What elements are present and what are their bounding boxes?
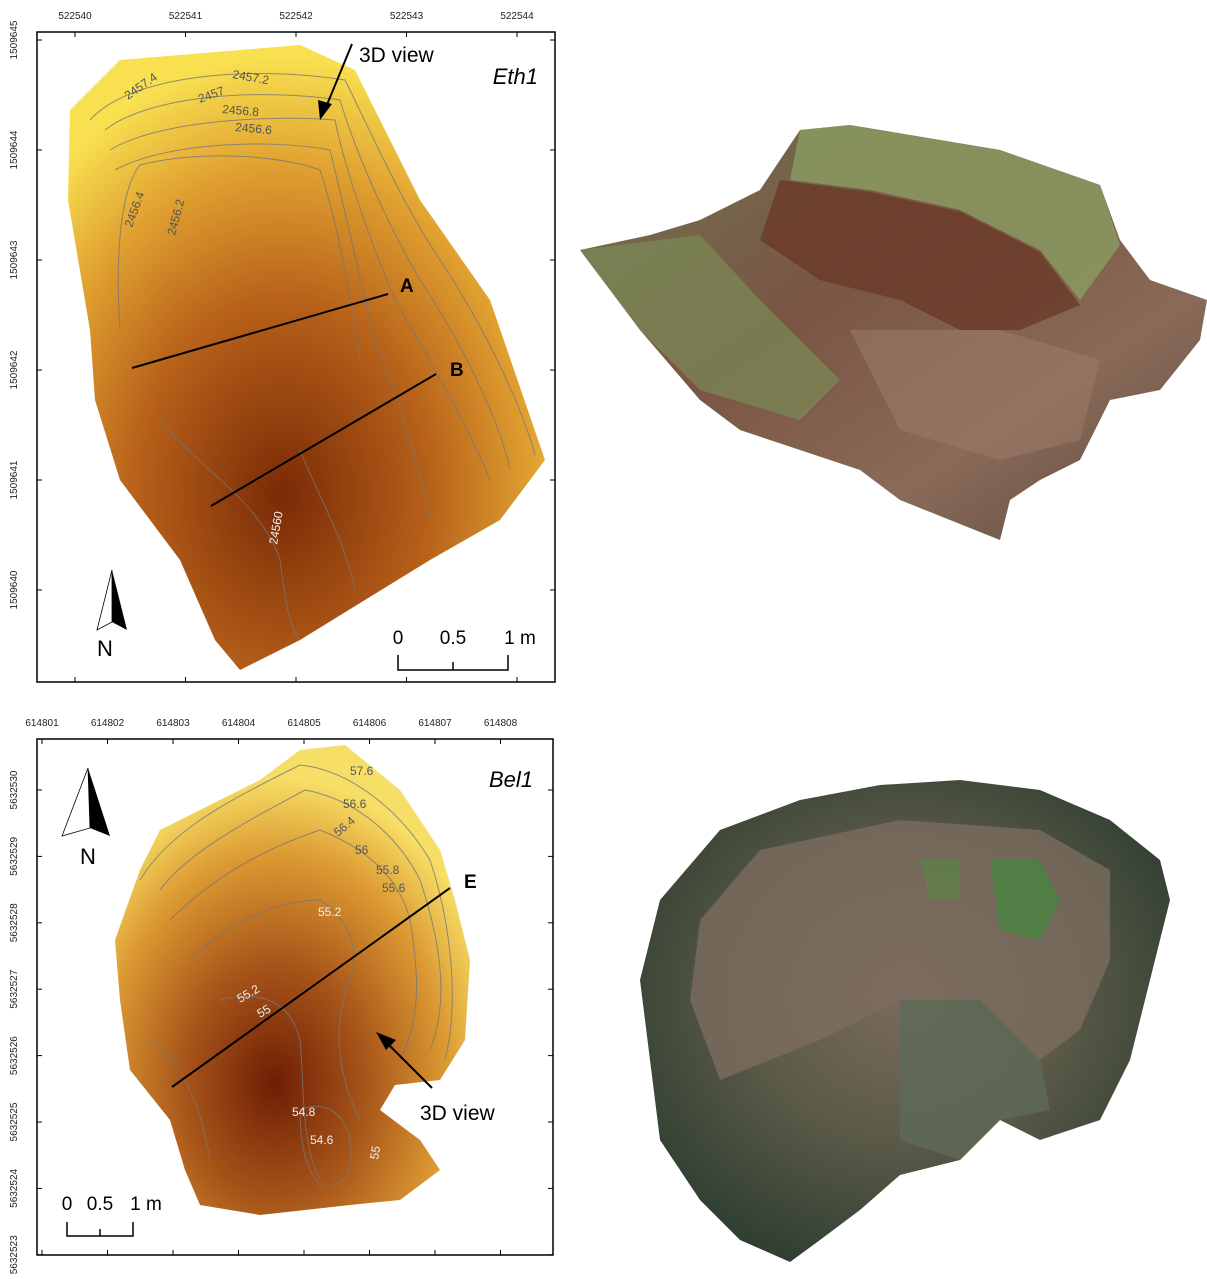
y-tick-label: 1509641 (9, 460, 20, 499)
annotation: 3D view (420, 1102, 496, 1125)
map-eth1: A B 3D view Eth1 2457.4 2457.2 2457 2456… (9, 11, 555, 682)
x-tick-label: 522540 (58, 11, 92, 22)
scale-label: 0 (393, 628, 404, 649)
photo-3d-eth1 (580, 125, 1207, 540)
contour-label: 54.6 (310, 1133, 334, 1147)
scale-label: 1 m (130, 1194, 162, 1215)
x-tick-label: 614808 (484, 718, 518, 729)
figure: A B 3D view Eth1 2457.4 2457.2 2457 2456… (0, 0, 1207, 1279)
x-tick-label: 614802 (91, 718, 125, 729)
site-name: Eth1 (493, 64, 538, 89)
profile-label: B (450, 360, 464, 381)
contour-label: 55.8 (376, 863, 400, 877)
annotation: 3D view (359, 44, 435, 67)
x-tick-label: 614807 (418, 718, 452, 729)
y-tick-label: 5632524 (9, 1168, 20, 1207)
scale-label: 0.5 (440, 628, 466, 649)
x-tick-label: 522544 (500, 11, 534, 22)
y-tick-label: 5632529 (9, 836, 20, 875)
y-tick-label: 5632525 (9, 1102, 20, 1141)
y-tick-label: 5632526 (9, 1036, 20, 1075)
contour-label: 55.2 (318, 905, 342, 919)
profile-label: A (400, 276, 414, 297)
scale-label: 0 (62, 1194, 73, 1215)
north-label: N (97, 636, 113, 661)
contour-label: 55 (367, 1145, 383, 1161)
x-tick-label: 614805 (287, 718, 321, 729)
site-name: Bel1 (489, 767, 533, 792)
x-tick-label: 614801 (25, 718, 59, 729)
y-tick-label: 5632523 (9, 1235, 20, 1274)
scale-label: 1 m (504, 628, 536, 649)
map-bel1: E 3D view Bel1 57.6 56.6 56.4 56 55.8 55… (9, 718, 553, 1274)
y-tick-label: 5632528 (9, 903, 20, 942)
y-tick-label: 1509642 (9, 350, 20, 389)
scale-label: 0.5 (87, 1194, 113, 1215)
y-tick-label: 5632527 (9, 969, 20, 1008)
y-tick-label: 1509645 (9, 20, 20, 59)
x-tick-label: 522543 (390, 11, 424, 22)
contour-label: 54.8 (292, 1105, 316, 1119)
x-tick-label: 614806 (353, 718, 387, 729)
y-tick-label: 1509643 (9, 240, 20, 279)
contour-label: 57.6 (350, 764, 374, 778)
x-tick-label: 522541 (169, 11, 203, 22)
contour-label: 55.6 (382, 881, 406, 895)
contour-label: 56.6 (343, 797, 367, 811)
x-tick-label: 522542 (279, 11, 313, 22)
y-tick-label: 1509640 (9, 570, 20, 609)
x-tick-label: 614803 (156, 718, 190, 729)
north-label: N (80, 844, 96, 869)
y-tick-label: 1509644 (9, 130, 20, 169)
photo-3d-bel1 (640, 780, 1170, 1262)
x-tick-label: 614804 (222, 718, 256, 729)
contour-label: 56 (355, 843, 369, 857)
profile-label: E (464, 872, 477, 893)
y-tick-label: 5632530 (9, 770, 20, 809)
